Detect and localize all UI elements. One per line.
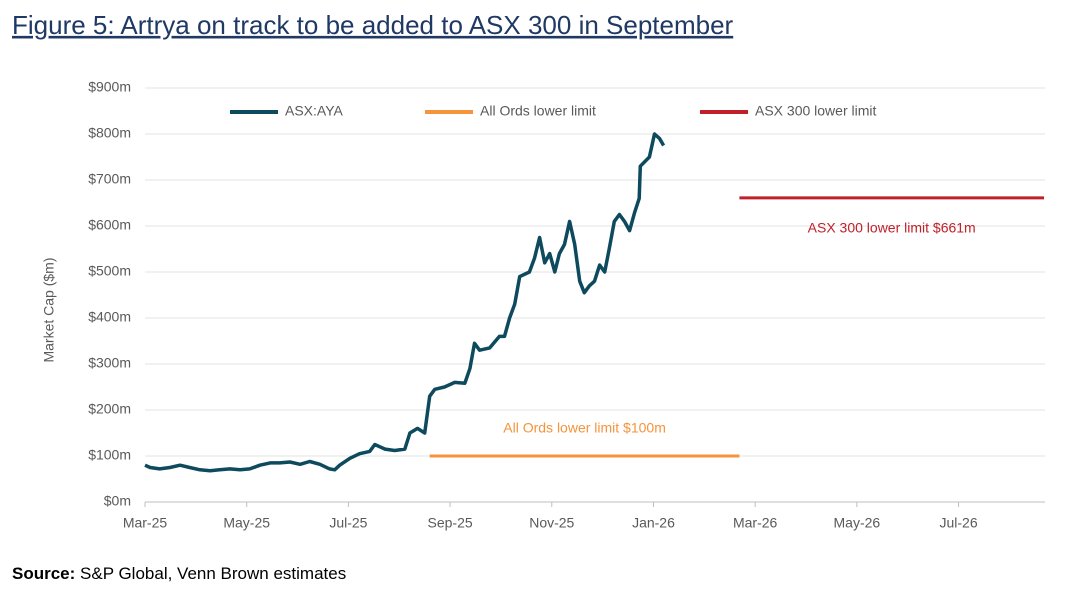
- series-line: [144, 132, 666, 473]
- source-text: S&P Global, Venn Brown estimates: [80, 564, 346, 583]
- y-tick-label: $200m: [88, 401, 131, 417]
- legend-label: ASX:AYA: [285, 103, 344, 119]
- x-tick-label: May-25: [223, 515, 270, 531]
- annotation: ASX 300 lower limit $661m: [808, 220, 976, 236]
- y-tick-label: $900m: [88, 79, 131, 95]
- x-tick-label: Jan-26: [632, 515, 675, 531]
- x-tick-label: Nov-25: [529, 515, 574, 531]
- y-tick-label: $600m: [88, 217, 131, 233]
- x-tick-label: Jul-26: [939, 515, 977, 531]
- legend-label: ASX 300 lower limit: [755, 103, 876, 119]
- y-tick-label: $800m: [88, 125, 131, 141]
- x-tick-label: Mar-26: [733, 515, 778, 531]
- y-tick-label: $0m: [104, 493, 131, 509]
- y-tick-label: $700m: [88, 171, 131, 187]
- y-axis-label: Market Cap ($m): [41, 257, 57, 362]
- source-label: Source:: [12, 564, 75, 583]
- x-tick-label: Jul-25: [329, 515, 367, 531]
- y-tick-label: $100m: [88, 447, 131, 463]
- x-tick-label: Mar-25: [123, 515, 168, 531]
- y-tick-label: $400m: [88, 309, 131, 325]
- legend-label: All Ords lower limit: [480, 103, 596, 119]
- y-tick-label: $300m: [88, 355, 131, 371]
- chart-title: Figure 5: Artrya on track to be added to…: [12, 10, 734, 40]
- annotation: All Ords lower limit $100m: [503, 420, 666, 436]
- x-tick-label: May-26: [834, 515, 881, 531]
- source: Source: S&P Global, Venn Brown estimates: [12, 564, 346, 583]
- x-tick-label: Sep-25: [428, 515, 473, 531]
- y-tick-label: $500m: [88, 263, 131, 279]
